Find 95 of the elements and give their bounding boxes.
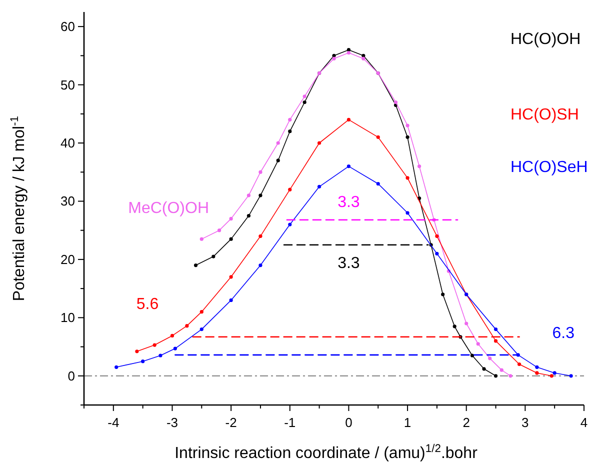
y-tick-label: 30 bbox=[60, 194, 75, 209]
point bbox=[229, 216, 233, 220]
point bbox=[332, 56, 336, 60]
point bbox=[302, 94, 306, 98]
x-tick-label: 2 bbox=[462, 415, 470, 430]
point bbox=[246, 194, 251, 198]
y-tick-label: 50 bbox=[60, 77, 75, 92]
text: HC(O)OH bbox=[510, 31, 581, 48]
point bbox=[362, 56, 366, 60]
x-tick-label: 3 bbox=[522, 415, 529, 430]
point bbox=[170, 334, 174, 338]
point bbox=[406, 135, 410, 139]
point bbox=[488, 356, 492, 360]
point bbox=[200, 310, 204, 314]
point bbox=[569, 374, 573, 378]
point bbox=[258, 234, 262, 238]
point bbox=[464, 322, 468, 326]
point bbox=[212, 254, 216, 258]
point bbox=[394, 100, 398, 104]
x-tick-label: 1 bbox=[404, 415, 412, 430]
y-tick-label: 60 bbox=[60, 19, 75, 34]
point bbox=[200, 237, 204, 241]
x-tick-label: -2 bbox=[225, 415, 237, 430]
x-axis-title: Intrinsic reaction coordinate / (amu)$^{1/2}$.bohr bbox=[174, 443, 478, 462]
point bbox=[152, 343, 156, 347]
y-tick-label: 0 bbox=[68, 368, 75, 384]
point bbox=[346, 118, 351, 122]
point bbox=[406, 211, 410, 215]
point bbox=[229, 237, 233, 241]
point bbox=[317, 184, 322, 188]
point bbox=[500, 368, 504, 372]
point bbox=[258, 263, 262, 268]
series-label: MeC(O)OH bbox=[128, 200, 210, 217]
point bbox=[406, 176, 410, 180]
point bbox=[435, 234, 439, 238]
point bbox=[346, 50, 351, 55]
x-tick-label: 4 bbox=[580, 415, 588, 430]
point bbox=[535, 371, 539, 375]
point bbox=[552, 371, 556, 375]
point bbox=[229, 298, 233, 302]
point bbox=[376, 135, 380, 139]
x-tick-label: 0 bbox=[345, 415, 352, 430]
point bbox=[362, 54, 366, 58]
point bbox=[114, 365, 118, 369]
point bbox=[517, 362, 522, 366]
point bbox=[194, 263, 198, 268]
y-tick-label: 20 bbox=[60, 252, 75, 267]
point bbox=[158, 354, 162, 358]
point bbox=[135, 350, 139, 354]
annotation: 3.3 bbox=[338, 194, 360, 212]
point bbox=[258, 170, 262, 174]
point bbox=[417, 164, 422, 168]
point bbox=[452, 324, 456, 328]
point bbox=[276, 141, 280, 145]
point bbox=[288, 130, 292, 134]
point bbox=[482, 367, 486, 371]
point bbox=[494, 374, 498, 378]
y-tick-label: 40 bbox=[60, 136, 75, 150]
point bbox=[376, 182, 380, 186]
point bbox=[288, 222, 292, 226]
annotation: 5.6 bbox=[136, 296, 159, 313]
point bbox=[346, 164, 351, 168]
point bbox=[435, 252, 439, 256]
point bbox=[494, 339, 498, 343]
point bbox=[332, 54, 336, 58]
point bbox=[200, 328, 204, 332]
x-tick-label: -1 bbox=[284, 415, 296, 430]
point bbox=[508, 374, 512, 378]
point bbox=[476, 342, 480, 346]
point bbox=[141, 360, 145, 364]
annotation: 3.3 bbox=[338, 255, 360, 272]
point bbox=[302, 100, 306, 104]
point bbox=[550, 374, 554, 378]
point bbox=[317, 141, 322, 145]
point bbox=[246, 214, 251, 218]
point bbox=[185, 324, 189, 328]
point bbox=[406, 124, 410, 128]
point bbox=[535, 365, 539, 369]
point bbox=[288, 118, 292, 122]
point bbox=[441, 292, 445, 296]
point bbox=[288, 188, 292, 192]
point bbox=[470, 354, 474, 358]
annotation: 6.3 bbox=[552, 325, 575, 342]
text: HC(O)SH bbox=[510, 106, 579, 124]
point bbox=[276, 158, 280, 162]
x-tick-label: -4 bbox=[108, 415, 120, 430]
point bbox=[217, 228, 222, 232]
point bbox=[346, 48, 351, 52]
point bbox=[173, 346, 177, 350]
point bbox=[494, 328, 498, 332]
point bbox=[229, 275, 233, 279]
x-tick-label: -3 bbox=[166, 415, 178, 430]
point bbox=[258, 194, 262, 198]
text: HC(O)SeH bbox=[510, 159, 588, 176]
y-tick-label: 10 bbox=[60, 310, 75, 326]
